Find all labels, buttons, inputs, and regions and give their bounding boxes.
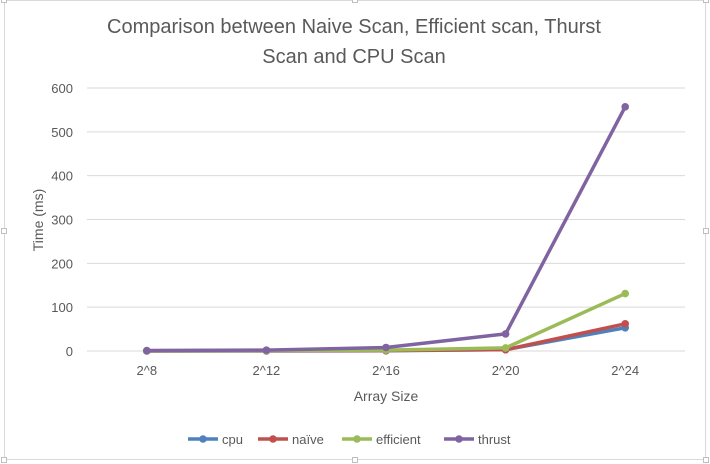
legend-label: cpu: [222, 432, 243, 447]
legend-swatch-marker: [353, 435, 361, 443]
legend-swatch-marker: [455, 435, 463, 443]
y-axis-tick-labels: 0 100 200 300 400 500 600: [51, 81, 73, 359]
y-tick-label: 300: [51, 213, 73, 228]
data-point-thrust: [621, 103, 629, 111]
x-tick-label: 2^12: [253, 363, 281, 378]
legend-label: naïve: [292, 432, 324, 447]
legend-entry-efficient: efficient: [342, 432, 421, 447]
data-point-thrust: [262, 346, 271, 354]
resize-handle-top-left[interactable]: [1, 0, 7, 3]
chart-frame[interactable]: [4, 0, 706, 460]
y-tick-label: 0: [66, 344, 73, 359]
x-tick-label: 2^16: [372, 363, 400, 378]
resize-handle-bottom[interactable]: [352, 457, 358, 463]
gridlines: [87, 87, 685, 352]
y-tick-label: 400: [51, 169, 73, 184]
y-tick-label: 500: [51, 125, 73, 140]
y-tick-label: 600: [51, 81, 73, 96]
x-tick-label: 2^20: [492, 363, 520, 378]
legend-swatch-marker: [269, 435, 277, 443]
legend-label: efficient: [376, 432, 421, 447]
resize-handle-top[interactable]: [352, 0, 358, 3]
resize-handle-right[interactable]: [703, 228, 709, 234]
legend: cpu naïve efficient thrust: [188, 432, 511, 447]
x-axis-title: Array Size: [354, 388, 419, 404]
series-thrust: [143, 103, 629, 355]
legend-label: thrust: [478, 432, 511, 447]
chart-title-line-2: Scan and CPU Scan: [262, 46, 445, 68]
resize-handle-bottom-left[interactable]: [1, 457, 7, 463]
legend-entry-cpu: cpu: [188, 432, 243, 447]
data-point-thrust: [143, 346, 151, 355]
data-point-naïve: [621, 320, 629, 328]
legend-swatch-marker: [199, 435, 207, 443]
resize-handle-top-right[interactable]: [703, 0, 709, 3]
x-axis-tick-labels: 2^8 2^12 2^16 2^20 2^24: [137, 363, 640, 378]
series-lines: [143, 103, 629, 355]
data-point-efficient: [621, 289, 629, 298]
resize-handle-left[interactable]: [1, 228, 7, 234]
y-tick-label: 200: [51, 256, 73, 271]
data-point-efficient: [501, 344, 510, 352]
x-tick-label: 2^8: [137, 363, 158, 378]
series-line-thrust: [145, 105, 627, 353]
resize-handle-bottom-right[interactable]: [703, 457, 709, 463]
chart-title-line-1: Comparison between Naive Scan, Efficient…: [107, 16, 601, 38]
data-point-thrust: [382, 343, 390, 352]
legend-entry-naïve: naïve: [258, 432, 324, 447]
legend-entry-thrust: thrust: [444, 432, 511, 447]
data-point-thrust: [501, 330, 510, 338]
y-axis-title: Time (ms): [30, 189, 46, 251]
y-tick-label: 100: [51, 300, 73, 315]
x-tick-label: 2^24: [611, 363, 639, 378]
